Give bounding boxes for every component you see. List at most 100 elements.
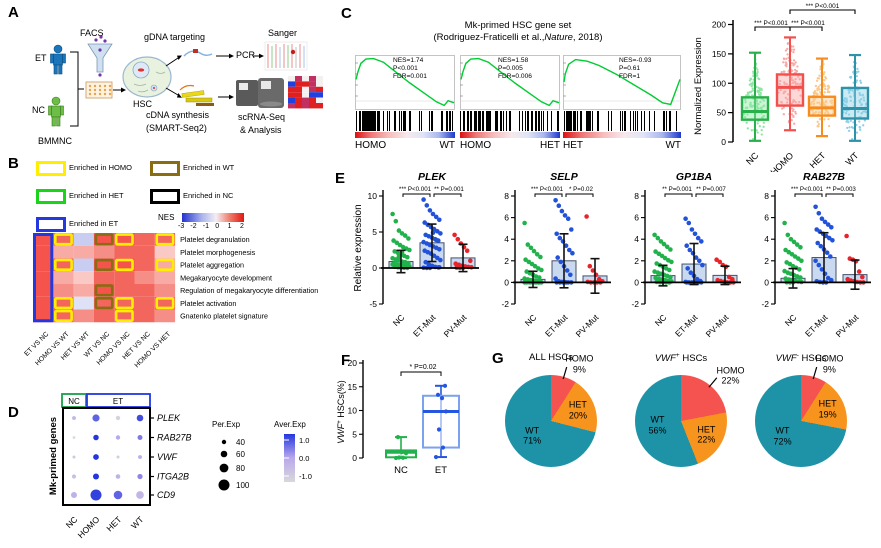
header-label-nc: NC [68,397,80,406]
scatter-dot [827,124,831,128]
gsea-gradient-bar [355,132,455,138]
scatter-dot [748,79,752,82]
data-dot [815,240,820,246]
enrichment-curve [460,57,560,107]
data-dot [688,270,694,275]
sig-label: ** P=0.003 [826,186,856,193]
data-dot [590,268,596,273]
heatmap-cell [154,258,176,272]
gsea-barcode [460,111,560,131]
size-legend-dot [218,479,230,491]
data-dot [799,258,804,264]
gsea-barcode [355,111,455,131]
barcode-line [576,111,578,131]
barcode-line [597,111,599,131]
enrichment-curve [355,57,455,107]
size-legend-label: 100 [236,481,250,490]
barcode-line [394,111,396,131]
data-dot [819,267,825,272]
data-dot [693,255,699,260]
scatter-dot [785,57,788,60]
error-bar-nc [788,267,798,289]
data-dot [798,245,803,250]
gene-chart-plek: PLEK 10 5 0 -5 Relative expression NC ET-Mut PV-… [353,171,479,339]
gene-chart-selp: SELP 8 6 4 2 0 -2 NC ET-Mut PV-Mut *** P<0.001 * P=… [501,171,611,339]
barcode-line [450,111,451,131]
nes-tick: 1 [227,223,232,230]
size-legend-label: 80 [236,464,245,473]
dot-plek-nc [72,416,76,420]
heat-cell [309,92,316,98]
barcode-line [496,111,498,131]
barcode-line [596,111,598,131]
barcode-line [368,111,369,131]
y-tick-label: 6 [634,213,639,223]
pie-title-sup: + [675,352,680,359]
gsea-gradient-bar [563,132,681,138]
heat-cell [295,103,302,109]
scatter-dot [750,85,753,88]
heatmap-cell [73,245,94,259]
panel-e-label: E [335,170,346,187]
scatter-dot [824,100,828,104]
scatter-dot [813,92,816,95]
data-dot [783,247,788,253]
y-tick-label: -5 [369,299,377,309]
pie-chart-2 [635,375,727,467]
sig-bracket [433,193,462,197]
barcode-line [362,111,364,131]
x-label: ET-Mut [543,312,570,339]
box [422,394,460,449]
panel-f-label: F [341,352,351,369]
x-label: NC [523,312,539,328]
scatter-dot [845,97,848,100]
data-dot [819,216,825,221]
heatmap-cell [53,233,74,246]
x-label: PV-Mut [834,312,861,339]
barcode-line [543,111,545,131]
barcode-line [481,111,483,131]
barcode-line [363,111,365,131]
pie-label-name: HET [568,399,587,410]
sig-bracket [402,193,431,197]
scatter-dot [751,89,754,92]
scatter-dot [746,127,749,130]
data-dot [824,250,830,255]
scatter-dot [831,104,834,107]
data-dot [424,203,430,208]
scatter-dot [822,73,825,76]
scatter-dot [786,98,789,101]
y-tick-label: 10 [368,191,378,201]
barcode-line [556,111,558,131]
scatter-dot [823,91,826,94]
barcode-line [579,111,581,131]
sig-label: *** P<0.001 [754,20,788,27]
data-dot [687,247,693,253]
scatter-dot [859,81,863,84]
scatter-dot [860,112,863,115]
scrna-label-2: & Analysis [240,125,282,135]
barcode-line [669,111,671,131]
barcode-line [389,111,391,131]
scrna-label-1: scRNA-Seq [238,112,286,122]
panel-e-gene-expression: E PLEK 10 5 0 -5 Relative expression NC ET-Mut P… [335,168,881,354]
data-dot [531,248,537,254]
gsea-stat-line: FDR=1 [619,72,641,80]
scatter-dot [786,47,789,51]
data-dot [464,248,470,253]
heatmap-svg: Platelet degranulation Platelet morphogen… [23,233,318,369]
pie-label-pct: 9% [572,364,586,375]
barcode-line [566,111,568,131]
scatter-dot [856,67,859,71]
data-dot [396,254,402,259]
barcode-line [502,111,504,131]
scatter-dot [759,91,763,95]
barcode-line [569,111,570,131]
y-tick-label: 200 [712,20,726,30]
scatter-dot [756,90,759,93]
barcode-line [535,111,536,131]
scatter-dot [818,77,821,80]
scatter-dot [849,88,852,91]
y-tick-label: 20 [348,358,358,368]
scatter-dot [858,93,862,97]
